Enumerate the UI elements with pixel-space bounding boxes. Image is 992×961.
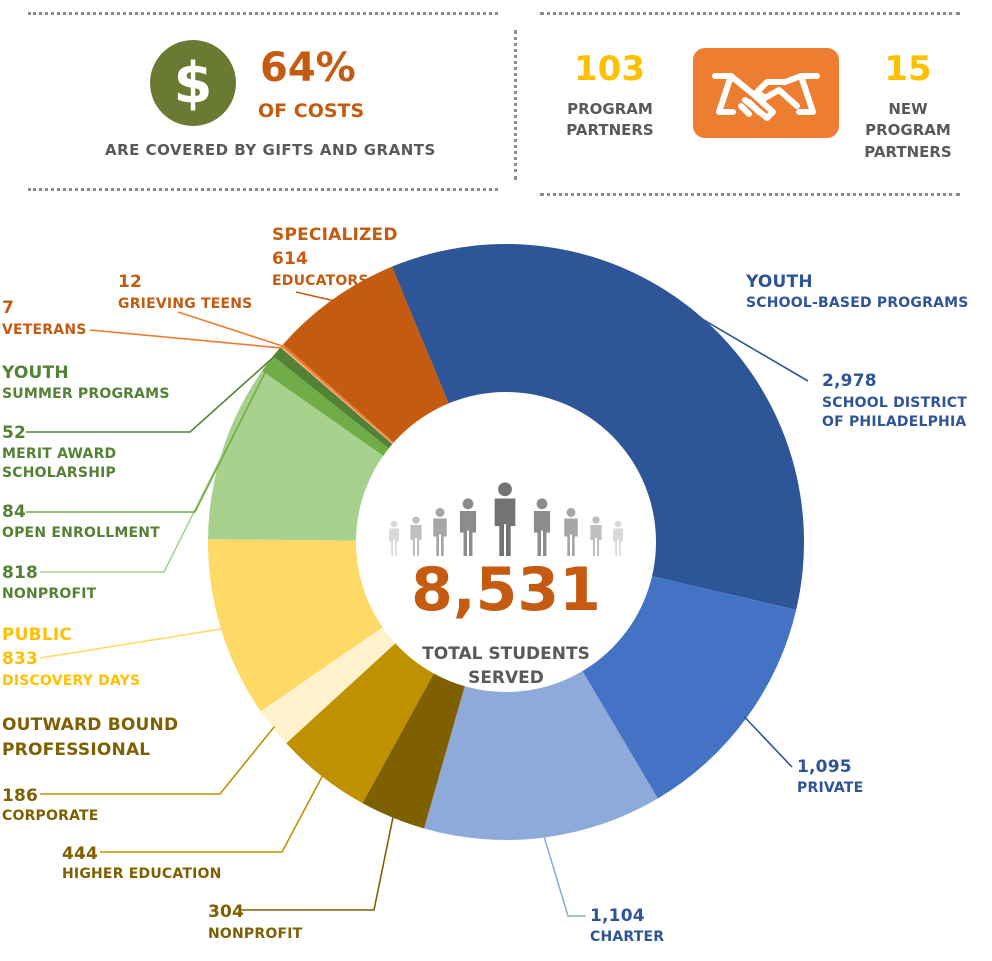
donut-slice — [262, 356, 391, 458]
slice-name-label: NONPROFIT — [208, 926, 303, 942]
slice-name-label: HIGHER EDUCATION — [62, 866, 222, 882]
group-label-youth-school: YOUTH — [746, 272, 813, 292]
donut-slice — [280, 346, 395, 446]
person-icon — [433, 508, 447, 556]
person-icon — [459, 498, 477, 556]
new-partner-label-2: PROGRAM — [865, 121, 951, 139]
new-partner-count: 15 — [884, 49, 932, 89]
slice-value-label: 7 — [2, 298, 15, 318]
cost-percent: 64% — [260, 45, 356, 91]
slice-name-label: MERIT AWARD — [2, 446, 117, 462]
leader-line — [89, 329, 283, 349]
people-icon — [389, 482, 623, 556]
slice-value-label: 2,978 — [822, 371, 877, 391]
handshake-icon — [693, 48, 839, 138]
slice-name-label: CHARTER — [590, 929, 665, 945]
donut-slice — [207, 539, 385, 712]
group-label-specialized: SPECIALIZED — [272, 225, 398, 245]
group-label-youth-summer: YOUTH — [2, 363, 69, 383]
leader-line — [177, 311, 284, 348]
leader-line — [295, 291, 335, 302]
total-label-1: TOTAL STUDENTS — [422, 644, 590, 664]
slice-value-label: 12 — [118, 272, 143, 292]
slice-name-label: SCHOOL DISTRICT — [822, 395, 967, 411]
donut-slice — [283, 266, 450, 444]
group-label-professional: PROFESSIONAL — [2, 740, 151, 760]
person-icon — [590, 516, 602, 556]
group-label-professional: OUTWARD BOUND — [2, 715, 179, 735]
new-partner-label-1: NEW — [888, 100, 928, 118]
slice-value-label: 833 — [2, 649, 39, 669]
slice-value-label: 444 — [62, 844, 99, 864]
slice-value-label: 818 — [2, 563, 39, 583]
group-label-public: PUBLIC — [2, 625, 73, 645]
donut-slice — [391, 244, 804, 610]
slice-value-label: 614 — [272, 249, 309, 269]
divider-top-left — [28, 12, 498, 15]
donut-slice — [362, 671, 466, 829]
leader-line — [26, 364, 270, 513]
leader-line — [697, 315, 809, 382]
leader-line — [744, 716, 793, 768]
slice-value-label: 52 — [2, 423, 27, 443]
leader-line — [240, 815, 395, 911]
person-icon — [389, 520, 399, 556]
partner-count: 103 — [574, 49, 645, 89]
person-icon — [410, 516, 422, 556]
leader-line — [26, 352, 279, 433]
divider-bottom-right — [540, 193, 960, 196]
slice-name-label: CORPORATE — [2, 808, 99, 824]
partner-label-1: PROGRAM — [567, 100, 653, 118]
slice-value-label: 1,104 — [590, 906, 645, 926]
leader-line — [39, 627, 224, 659]
donut-slice — [424, 669, 658, 841]
donut-slice — [208, 370, 385, 541]
slice-name-label: VETERANS — [2, 322, 87, 338]
donut-slice — [260, 626, 397, 744]
slice-value-label: 84 — [2, 502, 27, 522]
svg-text:$: $ — [174, 51, 213, 116]
partner-label-2: PARTNERS — [566, 121, 654, 139]
person-icon — [494, 482, 516, 556]
new-partner-label-3: PARTNERS — [864, 143, 952, 161]
donut-slice — [286, 641, 435, 804]
slice-name-label: DISCOVERY DAYS — [2, 673, 141, 689]
divider-top-right — [540, 12, 960, 15]
slice-name-label: SCHOLARSHIP — [2, 465, 116, 481]
slice-name-label: OF PHILADELPHIA — [822, 414, 967, 430]
slice-value-label: 304 — [208, 902, 245, 922]
person-icon — [533, 498, 551, 556]
slice-name-label: EDUCATORS — [272, 273, 369, 289]
slice-name-label: NONPROFIT — [2, 586, 97, 602]
leader-line — [542, 835, 586, 917]
divider-bottom-left — [28, 188, 498, 191]
person-icon — [613, 520, 623, 556]
cost-of-label: OF COSTS — [258, 100, 365, 122]
slice-value-label: 186 — [2, 786, 39, 806]
total-students: 8,531 — [411, 555, 601, 625]
group-sub-youth-school: SCHOOL-BASED PROGRAMS — [746, 295, 969, 311]
cost-note: ARE COVERED BY GIFTS AND GRANTS — [105, 141, 436, 159]
divider-vertical — [514, 30, 517, 180]
slice-name-label: GRIEVING TEENS — [118, 296, 253, 312]
donut-slice — [273, 347, 394, 450]
slice-value-label: 1,095 — [797, 757, 852, 777]
person-icon — [564, 508, 578, 556]
dollar-icon: $ — [150, 40, 236, 126]
group-sub-youth-summer: SUMMER PROGRAMS — [2, 386, 170, 402]
donut-slice — [281, 344, 396, 445]
total-label-2: SERVED — [468, 668, 544, 688]
slice-name-label: OPEN ENROLLMENT — [2, 525, 160, 541]
donut-slice — [581, 575, 797, 799]
leader-line — [40, 451, 225, 573]
slice-name-label: PRIVATE — [797, 780, 864, 796]
leader-line — [40, 725, 276, 795]
leader-line — [100, 774, 324, 853]
